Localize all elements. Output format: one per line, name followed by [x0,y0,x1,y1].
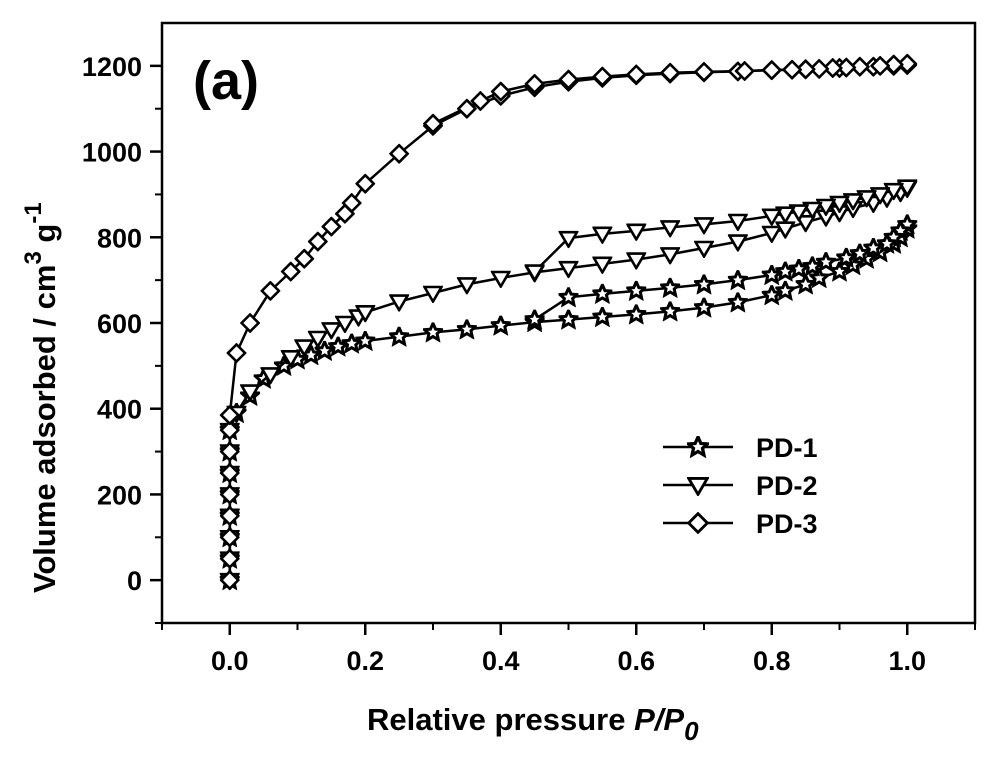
y-tick-label: 400 [97,395,142,425]
pd-3-desorption-point [660,62,680,83]
legend-label: PD-1 [756,433,818,463]
panel-label: (a) [193,51,259,111]
legend-marker-diamond [687,512,709,534]
pd-1-desorption-point [626,280,647,300]
x-axis-title: Relative pressure P/P0 [367,702,699,746]
legend: PD-1 PD-2 PD-3 [663,433,818,539]
series-pd-3 [219,53,918,590]
y-tick-label: 800 [97,223,142,253]
y-tick-label: 600 [97,309,142,339]
x-axis-ticks: 0.0 0.2 0.4 0.6 0.8 1.0 [161,623,976,676]
pd-1-adsorption-point [592,307,613,326]
pd-1-adsorption-point [490,315,511,335]
pd-1-adsorption-point [423,322,443,342]
series-layer [219,53,918,590]
legend-marker-triangle-down [687,476,709,496]
x-axis-title-p: P [634,702,655,737]
y-axis-ticks: 0 200 400 600 800 1000 1200 [82,52,162,624]
legend-item-pd-1: PD-1 [663,433,818,463]
x-tick-label: 0.8 [753,646,791,676]
pd-3-desorption-point [761,60,782,80]
y-tick-label: 1000 [82,138,142,168]
pd-1-desorption-point [727,270,748,289]
pd-1-adsorption-point [456,319,477,339]
pd-3-desorption-point [694,62,714,82]
pd-3-adsorption-point [226,343,247,363]
pd-1-adsorption-point [558,309,579,329]
y-axis-title-sup1: 3 [20,251,47,264]
pd-1-desorption-point [660,277,681,297]
y-tick-label: 0 [127,566,142,596]
y-tick-label: 1200 [82,52,142,82]
x-axis-title-slash: / [653,702,667,737]
legend-item-pd-2: PD-2 [663,471,818,501]
pd-3-desorption-point [592,66,613,87]
y-axis-title-mid: g [27,224,62,252]
pd-1-desorption-point [815,252,836,271]
x-tick-label: 0.4 [482,646,520,676]
pd-1-desorption-point [558,287,579,307]
pd-3-desorption-point [626,64,647,85]
legend-item-pd-3: PD-3 [663,509,818,539]
pd-3-desorption-point [782,59,802,80]
pd-1-desorption-point [524,309,545,329]
x-axis-title-main: Relative pressure [367,702,634,737]
x-tick-label: 0.2 [346,646,384,676]
y-tick-label: 200 [97,480,142,510]
x-tick-label: 0.0 [211,646,249,676]
pd-1-adsorption-point [775,280,796,300]
pd-1-adsorption-point [355,331,376,350]
pd-1-adsorption-point [389,326,410,346]
pd-1-desorption-point [694,274,714,294]
x-axis-title-sub: 0 [684,716,699,746]
x-tick-label: 0.6 [617,646,655,676]
x-axis-title-p0: P [663,702,684,737]
y-axis-title-main: Volume adsorbed / cm [27,265,62,593]
legend-marker-star [687,436,709,457]
y-axis-title-sup2: -1 [20,202,47,223]
pd-1-adsorption-point [626,304,647,324]
pd-1-adsorption-point [694,297,714,317]
pd-1-desorption-point [592,283,613,303]
pd-3-adsorption-point [240,313,260,333]
y-axis-title: Volume adsorbed / cm3 g-1 [20,202,62,593]
x-tick-label: 1.0 [888,646,926,676]
legend-label: PD-3 [756,509,818,539]
legend-label: PD-2 [756,471,818,501]
pd-1-adsorption-point [727,292,748,312]
pd-1-adsorption-point [660,301,681,321]
